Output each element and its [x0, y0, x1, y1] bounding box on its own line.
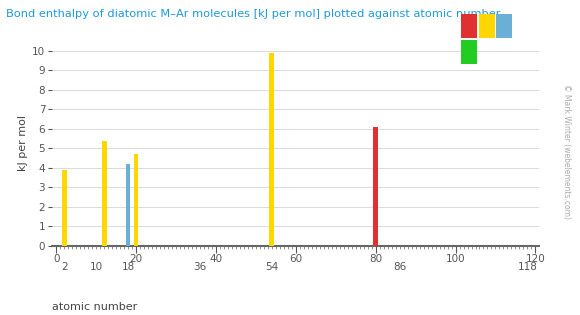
Bar — [126, 164, 130, 246]
Text: atomic number: atomic number — [52, 302, 137, 312]
Y-axis label: kJ per mol: kJ per mol — [18, 115, 28, 171]
Bar — [133, 154, 139, 246]
Text: © Mark Winter (webelements.com): © Mark Winter (webelements.com) — [562, 84, 571, 219]
Bar — [374, 127, 378, 246]
Bar — [102, 141, 107, 246]
Bar — [270, 53, 274, 246]
Text: Bond enthalpy of diatomic M–Ar molecules [kJ per mol] plotted against atomic num: Bond enthalpy of diatomic M–Ar molecules… — [6, 9, 501, 20]
Bar — [62, 170, 67, 246]
